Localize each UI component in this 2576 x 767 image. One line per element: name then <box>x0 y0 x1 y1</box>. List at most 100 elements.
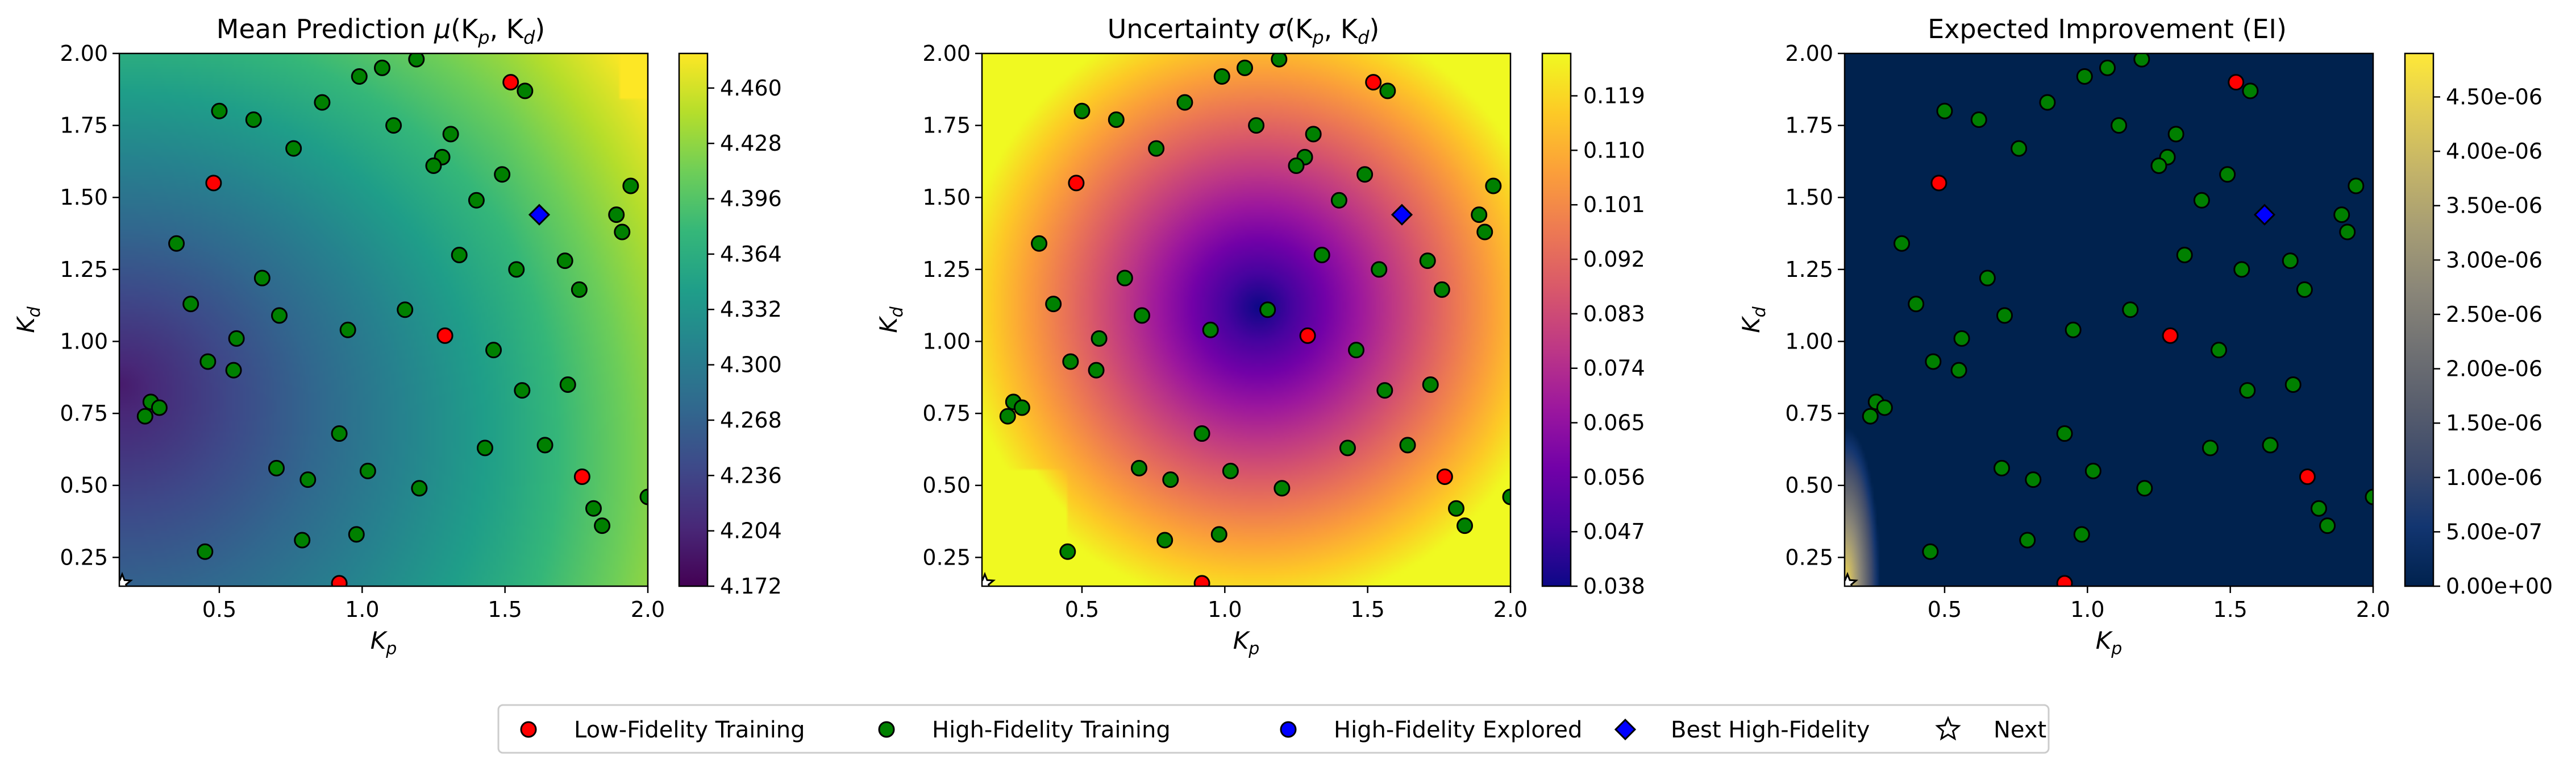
high-fidelity-point <box>2167 126 2184 143</box>
high-fidelity-point <box>197 543 214 560</box>
x-tick-label: 2.0 <box>631 597 665 622</box>
high-fidelity-point <box>1485 177 1502 194</box>
low-fidelity-point <box>331 575 348 586</box>
high-fidelity-point <box>2233 261 2250 278</box>
colorbar-tick-label: 0.101 <box>1583 192 1645 217</box>
high-fidelity-point <box>299 471 317 488</box>
legend-marker-star <box>1935 716 1961 741</box>
high-fidelity-point <box>1259 301 1276 318</box>
axes-frame <box>118 52 649 587</box>
high-fidelity-point <box>2039 94 2056 111</box>
colorbar-tick-label: 4.396 <box>720 186 782 212</box>
x-tick-label: 1.0 <box>2070 597 2104 622</box>
best-high-fidelity-marker <box>1391 204 1413 226</box>
colorbar-tick-label: 3.50e-06 <box>2446 193 2542 218</box>
high-fidelity-point <box>1176 94 1193 111</box>
colorbar-tick-label: 0.065 <box>1583 411 1645 436</box>
high-fidelity-point <box>1862 408 1879 425</box>
high-fidelity-point <box>348 526 365 543</box>
high-fidelity-point <box>571 281 588 298</box>
colorbar <box>1541 52 1572 587</box>
high-fidelity-point <box>508 261 525 278</box>
colorbar-tick-label: 0.119 <box>1583 84 1645 109</box>
high-fidelity-point <box>408 53 425 68</box>
high-fidelity-point <box>1091 330 1108 347</box>
y-tick-label: 0.75 <box>922 401 971 426</box>
next-point-marker <box>119 571 134 586</box>
x-tick-label: 1.5 <box>1350 597 1384 622</box>
high-fidelity-point <box>468 192 485 209</box>
high-fidelity-point <box>2211 342 2228 359</box>
y-tick-label: 0.50 <box>60 473 108 498</box>
colorbar-tick-label: 1.00e-06 <box>2446 465 2542 490</box>
y-tick-label: 1.50 <box>60 185 108 210</box>
high-fidelity-point <box>359 462 376 479</box>
high-fidelity-point <box>1936 102 1953 119</box>
high-fidelity-point <box>2348 177 2365 194</box>
x-axis-label: Kp <box>1233 627 1260 659</box>
y-tick-label: 1.50 <box>1785 185 1833 210</box>
y-tick-label: 1.75 <box>60 113 108 138</box>
legend-item-high-fidelity-explored: High-Fidelity Explored <box>1280 717 1582 743</box>
y-tick-label: 1.25 <box>922 257 971 282</box>
high-fidelity-point <box>1148 140 1165 157</box>
low-fidelity-point <box>2228 74 2245 91</box>
high-fidelity-point <box>1953 330 1970 347</box>
high-fidelity-point <box>1059 543 1076 560</box>
legend-item-low-fidelity-training: Low-Fidelity Training <box>520 717 805 743</box>
ei-title: Expected Improvement (EI) <box>1928 14 2287 44</box>
high-fidelity-point <box>639 488 648 505</box>
high-fidelity-point <box>2339 223 2356 241</box>
high-fidelity-point <box>2176 247 2193 264</box>
colorbar-tick-label: 0.038 <box>1583 574 1645 599</box>
colorbar-tick-label: 3.00e-06 <box>2446 247 2542 272</box>
high-fidelity-point <box>271 307 288 324</box>
y-tick-label: 2.00 <box>60 41 108 66</box>
high-fidelity-point <box>485 342 502 359</box>
high-fidelity-point <box>1248 117 1265 134</box>
y-axis-label: Kd <box>12 306 44 333</box>
high-fidelity-point <box>2065 321 2082 338</box>
heatmap-field <box>1845 53 2373 586</box>
high-fidelity-point <box>314 94 331 111</box>
high-fidelity-point <box>1274 480 1291 497</box>
high-fidelity-point <box>2122 301 2139 318</box>
high-fidelity-point <box>2073 526 2090 543</box>
y-tick-label: 0.25 <box>1785 545 1833 570</box>
high-fidelity-point <box>1502 488 1510 505</box>
low-fidelity-point <box>436 327 453 344</box>
x-axis-label: Kp <box>371 627 397 659</box>
high-fidelity-point <box>1993 459 2010 476</box>
legend-item-best-high-fidelity: Best High-Fidelity <box>1614 717 1870 743</box>
colorbar-tick-label: 0.047 <box>1583 519 1645 544</box>
high-fidelity-point <box>2084 462 2101 479</box>
y-tick-label: 1.00 <box>922 329 971 354</box>
high-fidelity-point <box>351 68 368 85</box>
colorbar-tick-label: 1.50e-06 <box>2446 411 2542 436</box>
legend: Low-Fidelity Training High-Fidelity Train… <box>497 704 2050 754</box>
low-fidelity-point <box>2299 469 2316 486</box>
high-fidelity-point <box>517 82 534 99</box>
high-fidelity-point <box>2193 192 2210 209</box>
high-fidelity-point <box>211 102 228 119</box>
colorbar-tick-label: 4.428 <box>720 131 782 156</box>
high-fidelity-point <box>285 140 302 157</box>
high-fidelity-point <box>1156 532 1173 549</box>
high-fidelity-point <box>556 252 573 270</box>
y-tick-label: 0.75 <box>60 401 108 426</box>
high-fidelity-point <box>2333 206 2350 223</box>
y-tick-label: 1.75 <box>922 113 971 138</box>
high-fidelity-point <box>2219 166 2236 183</box>
legend-item-high-fidelity-training: High-Fidelity Training <box>878 717 1171 743</box>
heatmap-field <box>119 53 648 586</box>
training-points <box>119 53 648 586</box>
high-fidelity-point <box>1422 376 1439 393</box>
legend-item-next: Next <box>1935 716 2046 743</box>
high-fidelity-point <box>2239 382 2256 399</box>
colorbar-tick-label: 0.074 <box>1583 356 1645 381</box>
high-fidelity-point <box>1476 223 1493 241</box>
high-fidelity-point <box>2025 471 2042 488</box>
colorbar-tick-label: 4.268 <box>720 408 782 433</box>
colorbar-tick-label: 0.00e+00 <box>2446 574 2553 599</box>
